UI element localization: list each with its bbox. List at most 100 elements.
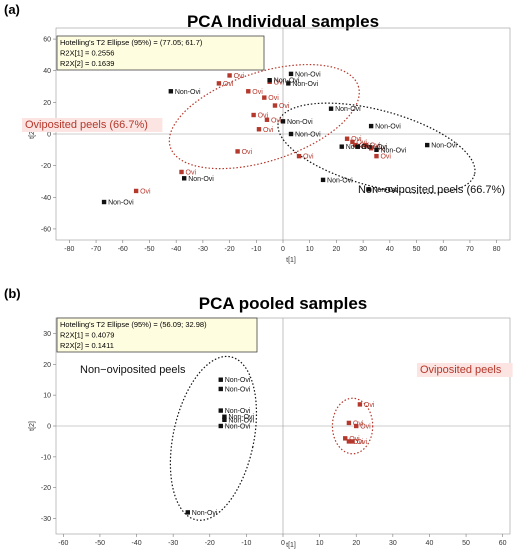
data-point xyxy=(272,103,278,108)
group-label: Oviposited peels xyxy=(420,364,502,376)
y-tick-label: 0 xyxy=(47,132,51,139)
x-tick-label: 50 xyxy=(462,540,470,547)
data-point xyxy=(168,89,174,94)
x-tick-label: 80 xyxy=(493,246,501,253)
point-label: Ovi xyxy=(223,81,234,88)
info-line: R2X[2] = 0.1411 xyxy=(60,341,114,350)
point-label: Non-Ovi xyxy=(225,377,251,384)
x-tick-label: -40 xyxy=(131,540,141,547)
panel-label: (b) xyxy=(4,286,21,301)
chart-title: PCA pooled samples xyxy=(199,294,367,313)
data-point xyxy=(181,176,187,181)
y-tick-label: -30 xyxy=(41,516,51,523)
group-label-bg xyxy=(22,118,163,132)
y-tick-label: 20 xyxy=(43,362,51,369)
point-label: Ovi xyxy=(370,143,381,150)
y-tick-label: -60 xyxy=(41,226,51,233)
x-tick-label: 30 xyxy=(359,246,367,253)
x-tick-label: -70 xyxy=(91,246,101,253)
x-tick-label: 60 xyxy=(439,246,447,253)
confidence-ellipse xyxy=(277,102,476,194)
y-tick-label: -20 xyxy=(41,163,51,170)
data-point xyxy=(262,95,267,100)
data-point xyxy=(185,510,191,515)
data-point xyxy=(320,177,326,183)
point-label: Non-Ovi xyxy=(225,408,251,415)
point-label: Ovi xyxy=(186,169,197,176)
y-axis-label: t[2] xyxy=(29,421,36,431)
info-line: R2X[1] = 0.4079 xyxy=(60,331,114,340)
point-label: Ovi xyxy=(242,149,253,156)
data-point xyxy=(354,423,359,429)
data-point xyxy=(280,119,286,124)
data-point xyxy=(368,146,374,151)
y-tick-label: -10 xyxy=(41,454,51,461)
point-label: Non-Ovi xyxy=(228,417,254,424)
point-label: Ovi xyxy=(353,439,364,446)
point-label: Non-Ovi xyxy=(372,187,398,194)
x-tick-label: 0 xyxy=(281,540,285,547)
x-tick-label: -30 xyxy=(198,246,208,253)
x-tick-label: 30 xyxy=(389,540,397,547)
info-line: R2X[2] = 0.1639 xyxy=(60,59,114,68)
info-line: R2X[1] = 0.2556 xyxy=(60,49,114,58)
info-box xyxy=(56,35,265,71)
point-label: Ovi xyxy=(364,402,375,409)
data-point xyxy=(374,147,379,153)
point-label: Ovi xyxy=(258,113,269,120)
point-label: Non-Ovi xyxy=(192,510,218,517)
data-point xyxy=(251,112,256,118)
point-label: Non-Ovi xyxy=(292,81,318,88)
confidence-ellipse xyxy=(331,397,374,455)
x-axis-label: t[1] xyxy=(286,542,296,549)
x-tick-label: 50 xyxy=(413,246,421,253)
x-tick-label: 0 xyxy=(281,246,285,253)
y-tick-label: 10 xyxy=(43,393,51,400)
y-tick-label: 60 xyxy=(43,37,51,44)
point-label: Ovi xyxy=(303,154,314,161)
group-label: Non−oviposited peels xyxy=(80,364,186,376)
chart-title: PCA Individual samples xyxy=(187,12,379,31)
data-point xyxy=(264,117,270,122)
x-tick-label: -20 xyxy=(225,246,235,253)
x-tick-label: -60 xyxy=(58,540,68,547)
point-label: Non-Ovi xyxy=(335,106,361,113)
point-label: Ovi xyxy=(279,103,290,110)
data-point xyxy=(286,81,291,86)
point-label: Non-Ovi xyxy=(225,386,251,393)
data-point xyxy=(346,420,352,426)
x-tick-label: -10 xyxy=(251,246,261,253)
chart-panel-2: (b) PCA pooled samples -60 -50 -40 -30 -20 -10 0… xyxy=(4,286,513,549)
point-label: Ovi xyxy=(252,89,263,96)
point-label: Ovi xyxy=(380,154,391,161)
x-tick-label: 40 xyxy=(426,540,434,547)
point-label: Ovi xyxy=(357,439,368,446)
group-label: Non−oviposited peels (66.7%) xyxy=(358,184,505,196)
point-label: Ovi xyxy=(360,424,371,431)
point-label: Non-Ovi xyxy=(380,147,406,154)
point-label: Non-Ovi xyxy=(188,176,214,183)
y-tick-label: -20 xyxy=(41,485,51,492)
data-point xyxy=(350,139,355,145)
y-tick-label: 40 xyxy=(43,68,51,75)
data-point xyxy=(343,436,348,441)
y-tick-label: 30 xyxy=(43,331,51,338)
confidence-ellipse xyxy=(168,63,360,170)
info-line: Hotelling's T2 Ellipse (95%) = (77.05; 6… xyxy=(60,38,203,47)
x-tick-label: -30 xyxy=(168,540,178,547)
point-label: Ovi xyxy=(351,136,362,143)
data-point xyxy=(425,142,430,148)
y-tick-label: 20 xyxy=(43,100,51,107)
data-point xyxy=(363,142,368,148)
confidence-ellipse xyxy=(169,355,258,521)
point-label: Non-Ovi xyxy=(295,71,321,78)
info-line: Hotelling's T2 Ellipse (95%) = (56.09; 3… xyxy=(60,320,207,329)
data-point xyxy=(216,81,222,86)
x-tick-label: 20 xyxy=(352,540,360,547)
point-label: Ovi xyxy=(140,188,151,195)
data-point xyxy=(355,144,360,149)
data-point xyxy=(256,127,262,132)
point-label: Ovi xyxy=(268,95,279,102)
point-label: Ovi xyxy=(375,146,386,153)
